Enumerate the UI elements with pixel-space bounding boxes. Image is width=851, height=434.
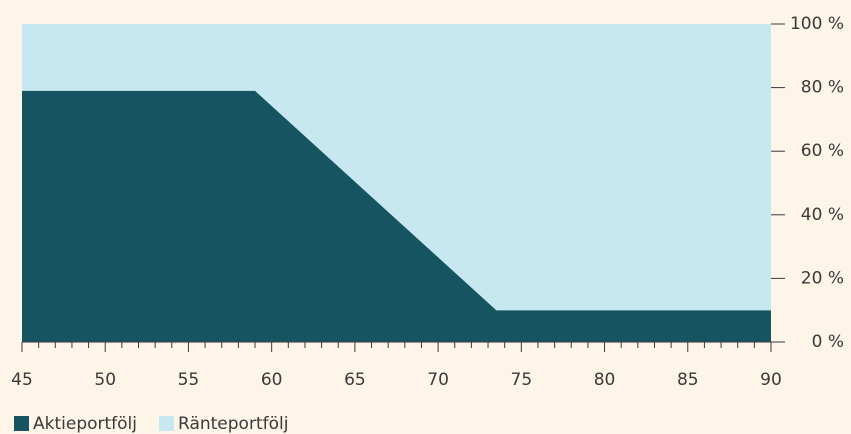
area — [22, 24, 771, 311]
x-tick-label: 60 — [261, 370, 283, 390]
legend-swatch — [14, 416, 29, 431]
y-tick-label: 20 % — [801, 268, 844, 288]
legend-label: Ränteportfölj — [178, 414, 288, 434]
x-tick-label: 65 — [344, 370, 366, 390]
x-tick-label: 85 — [677, 370, 699, 390]
x-tick-label: 50 — [94, 370, 116, 390]
y-tick-label: 40 % — [801, 205, 844, 225]
legend-label: Aktieportfölj — [33, 414, 137, 434]
x-tick-label: 75 — [511, 370, 533, 390]
y-tick-label: 80 % — [801, 78, 844, 98]
y-tick-label: 60 % — [801, 141, 844, 161]
x-tick-label: 70 — [427, 370, 449, 390]
x-tick-label: 80 — [594, 370, 616, 390]
y-tick-label: 0 % — [812, 332, 844, 352]
x-tick-label: 90 — [760, 370, 782, 390]
x-tick-label: 55 — [178, 370, 200, 390]
area — [22, 90, 771, 342]
legend-swatch — [159, 416, 175, 431]
y-tick-label: 100 % — [790, 14, 844, 34]
x-tick-label: 45 — [11, 370, 33, 390]
